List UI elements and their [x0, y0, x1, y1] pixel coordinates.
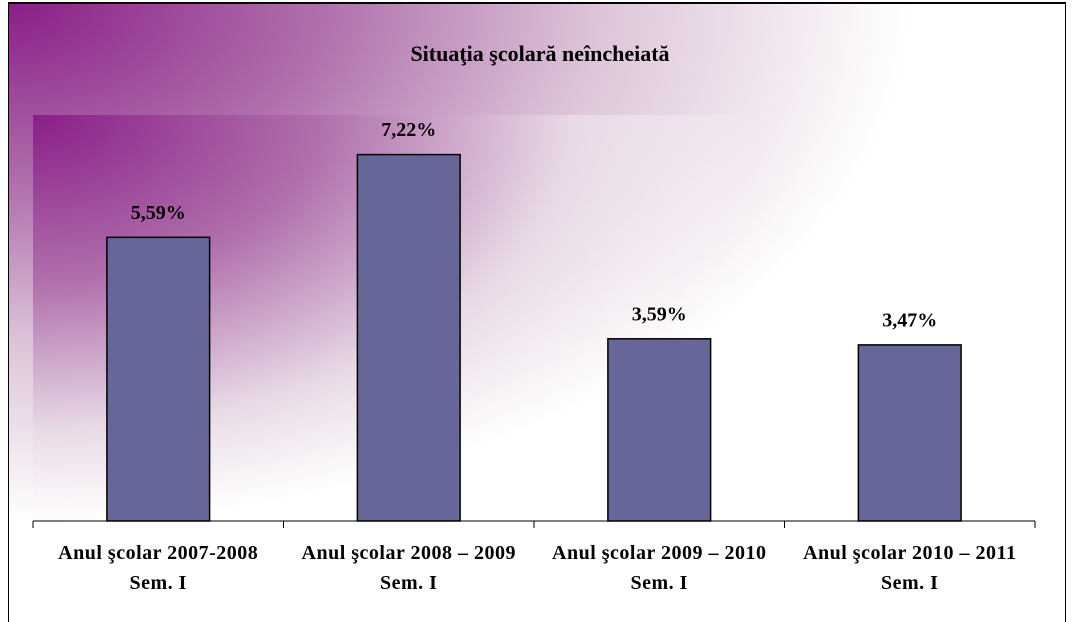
bar	[106, 236, 211, 522]
data-label: 3,47%	[882, 309, 937, 331]
x-tick-label: Anul şcolar 2007-2008 Sem. I	[58, 542, 259, 594]
bar	[857, 344, 962, 522]
bar	[356, 153, 461, 522]
x-tick-label: Anul şcolar 2010 – 2011 Sem. I	[803, 542, 1017, 594]
data-label: 5,59%	[131, 202, 186, 224]
data-label: 3,59%	[632, 303, 687, 325]
chart-title: Situaţia şcolară neîncheiată	[410, 41, 669, 66]
data-label: 7,22%	[381, 119, 436, 141]
x-tick-label: Anul şcolar 2008 – 2009 Sem. I	[301, 542, 516, 594]
x-tick-label: Anul şcolar 2009 – 2010 Sem. I	[552, 542, 767, 594]
bar	[607, 338, 712, 522]
